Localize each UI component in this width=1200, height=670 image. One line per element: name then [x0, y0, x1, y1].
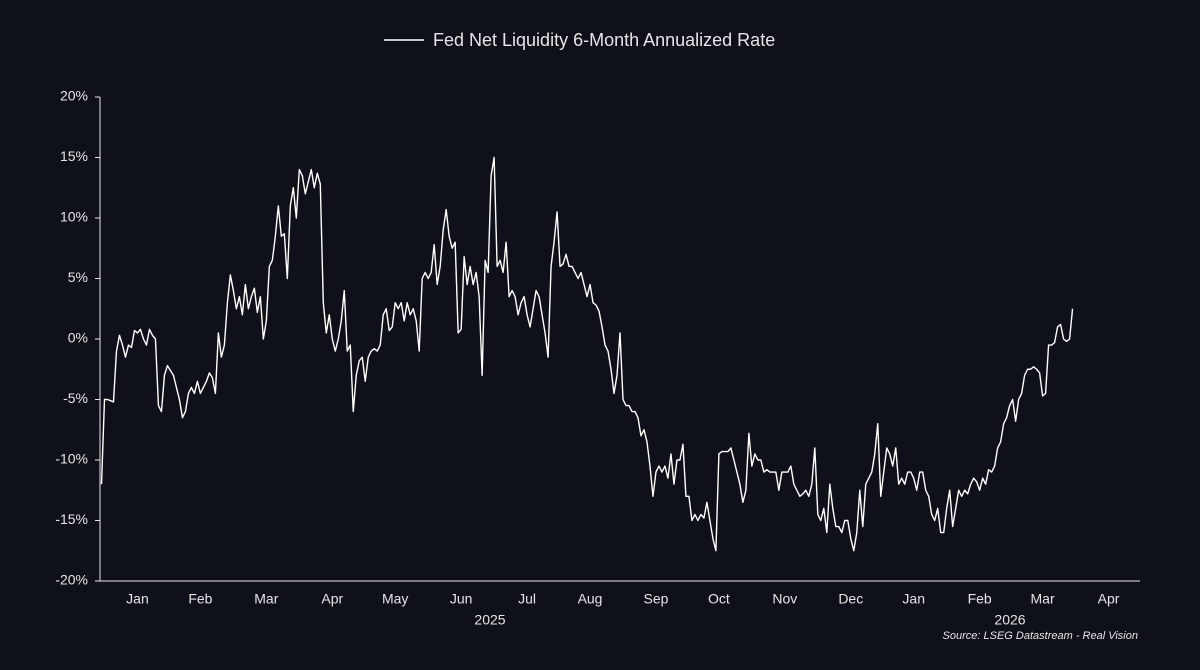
legend-label: Fed Net Liquidity 6-Month Annualized Rat…	[433, 30, 775, 50]
x-tick-label: Sep	[644, 591, 669, 607]
x-group-label: 2026	[994, 612, 1025, 628]
x-tick-label: May	[382, 591, 408, 607]
x-tick-label: Apr	[1098, 591, 1120, 607]
y-tick-label: -5%	[63, 390, 88, 406]
x-tick-label: Aug	[578, 591, 603, 607]
x-tick-label: Nov	[772, 591, 797, 607]
x-tick-label: Dec	[838, 591, 863, 607]
y-tick-label: -20%	[55, 572, 88, 588]
x-tick-label: Oct	[708, 591, 730, 607]
y-tick-label: -10%	[55, 451, 88, 467]
y-tick-label: 5%	[68, 269, 88, 285]
x-tick-label: Jan	[902, 591, 925, 607]
y-tick-label: 0%	[68, 330, 88, 346]
x-tick-label: Jun	[450, 591, 473, 607]
x-tick-label: Mar	[254, 591, 278, 607]
y-tick-label: 20%	[60, 88, 88, 104]
y-tick-label: 15%	[60, 148, 88, 164]
x-tick-label: Mar	[1031, 591, 1055, 607]
x-group-label: 2025	[474, 612, 505, 628]
x-tick-label: Feb	[968, 591, 992, 607]
x-tick-label: Jan	[126, 591, 149, 607]
x-tick-label: Apr	[321, 591, 343, 607]
source-note: Source: LSEG Datastream - Real Vision	[943, 630, 1138, 642]
y-tick-label: -15%	[55, 511, 88, 527]
y-tick-label: 10%	[60, 209, 88, 225]
x-tick-label: Feb	[188, 591, 212, 607]
x-tick-label: Jul	[518, 591, 536, 607]
series-line	[100, 156, 1074, 552]
